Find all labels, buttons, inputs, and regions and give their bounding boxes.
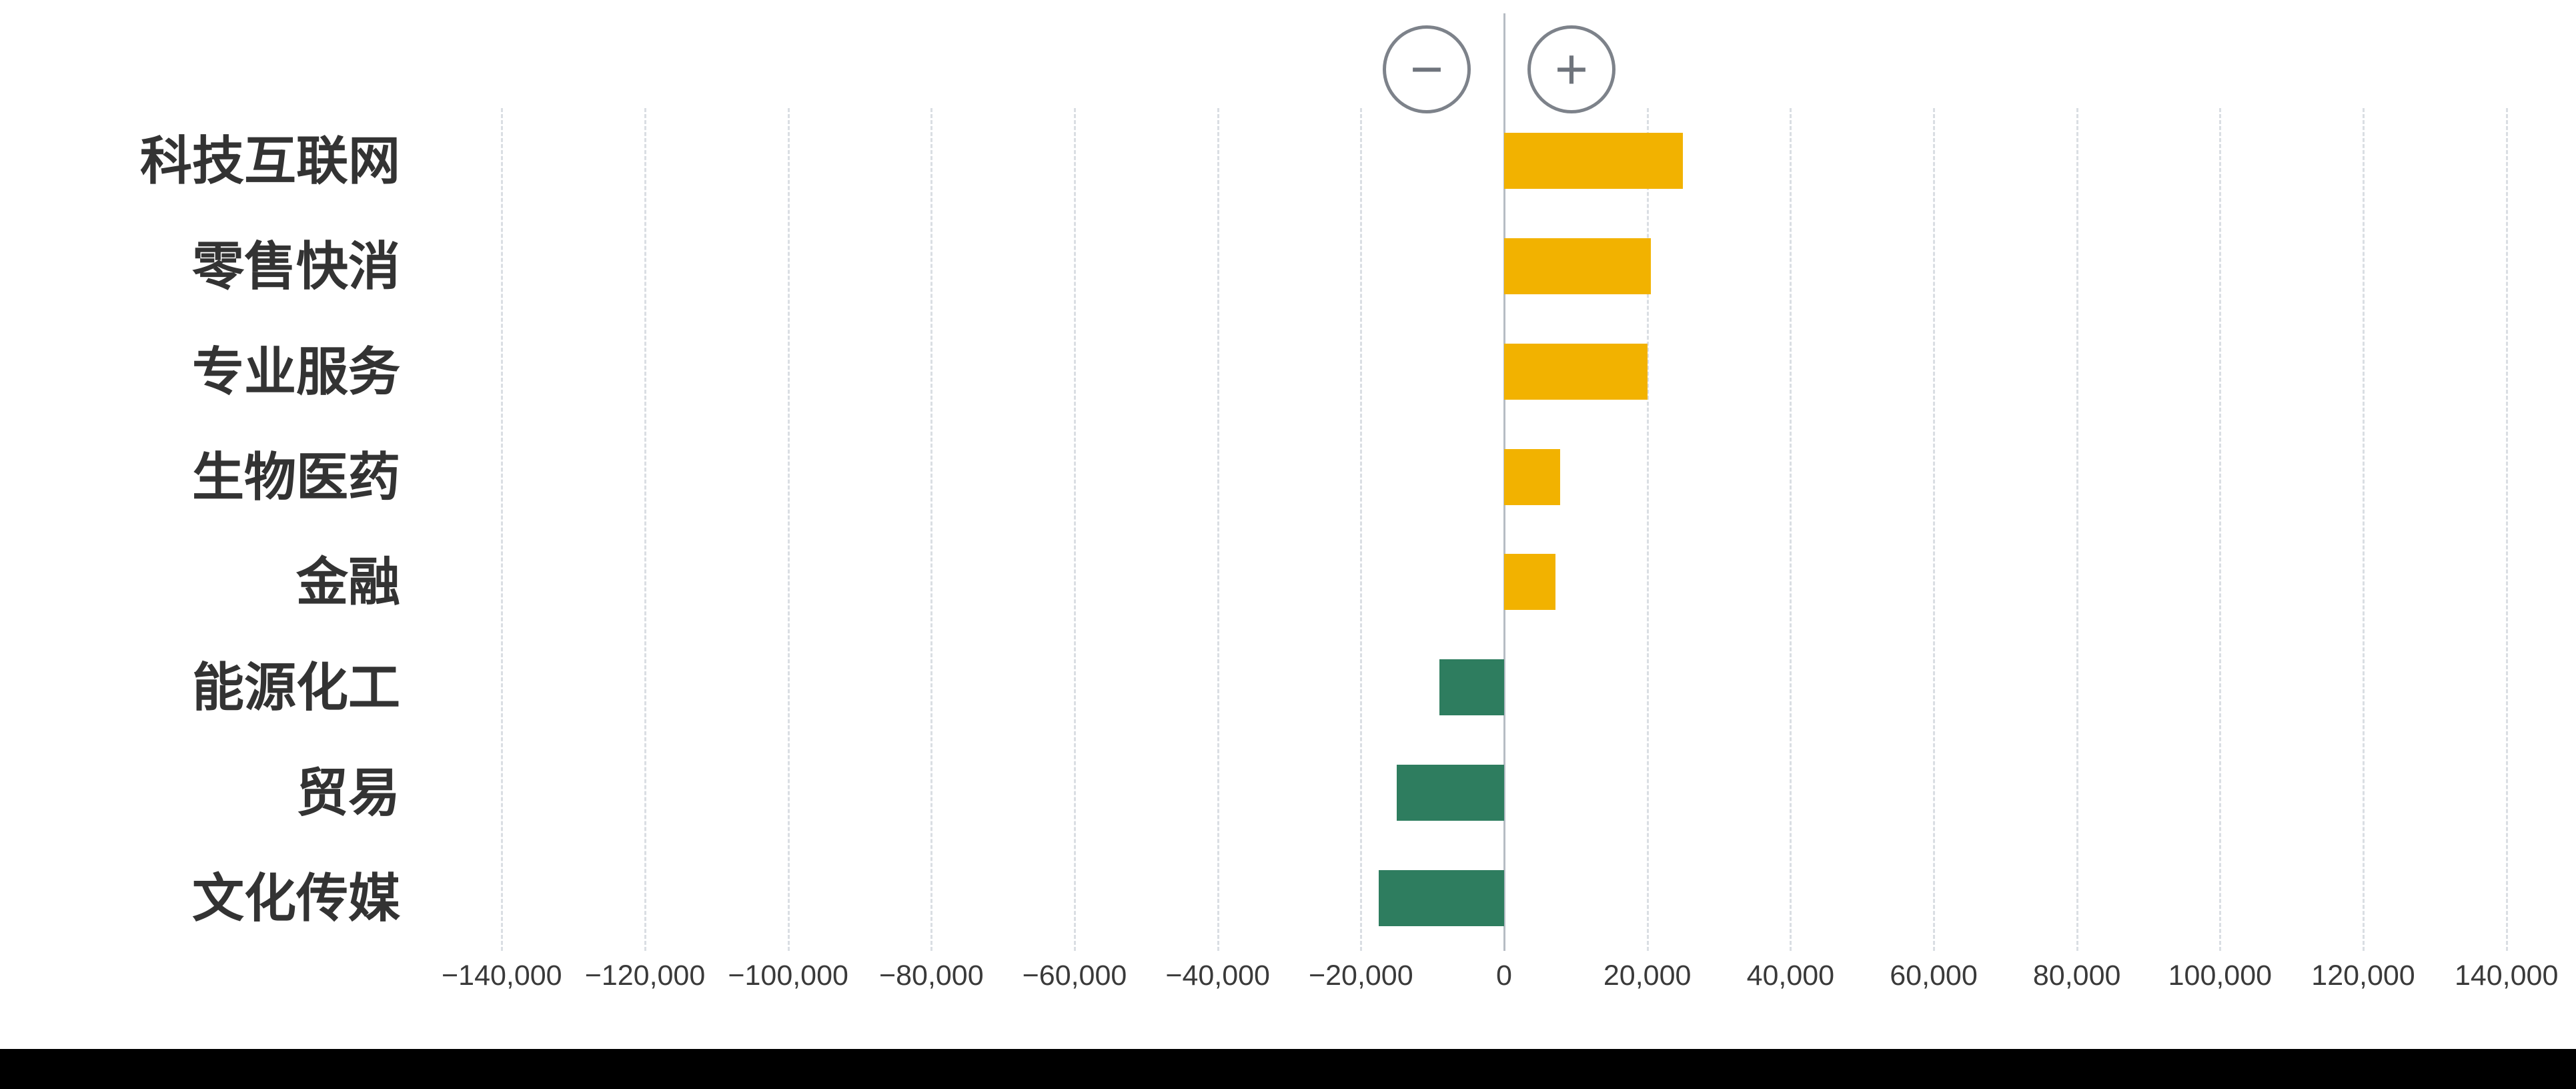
gridline xyxy=(2076,108,2078,951)
axis-tick-label: −60,000 xyxy=(1022,960,1127,992)
gridline xyxy=(501,108,504,951)
gridline xyxy=(2363,108,2365,951)
gridline xyxy=(644,108,646,951)
bar[interactable] xyxy=(1504,343,1648,400)
bar[interactable] xyxy=(1504,238,1652,294)
bar[interactable] xyxy=(1504,448,1560,505)
bar[interactable] xyxy=(1504,132,1684,189)
bar[interactable] xyxy=(1397,765,1504,821)
gridline xyxy=(2219,108,2222,951)
bar[interactable] xyxy=(1379,870,1504,927)
gridline xyxy=(1217,108,1219,951)
category-label: 专业服务 xyxy=(191,342,400,401)
bar[interactable] xyxy=(1504,554,1556,611)
category-label: 文化传媒 xyxy=(191,869,400,928)
gridline xyxy=(1790,108,1792,951)
axis-tick-label: −120,000 xyxy=(584,960,706,992)
category-label: 贸易 xyxy=(295,763,400,823)
category-label: 零售快消 xyxy=(191,236,400,296)
axis-tick-label: 100,000 xyxy=(2168,960,2273,992)
category-label: 科技互联网 xyxy=(139,131,400,190)
gridline xyxy=(1360,108,1363,951)
axis-tick-label: −100,000 xyxy=(728,960,848,992)
category-label: 能源化工 xyxy=(191,658,400,717)
gridline xyxy=(1933,108,1935,951)
gridline xyxy=(787,108,790,951)
bar[interactable] xyxy=(1439,659,1504,716)
axis-tick-label: −140,000 xyxy=(442,960,562,992)
axis-tick-label: 120,000 xyxy=(2311,960,2415,992)
axis-tick-label: −40,000 xyxy=(1165,960,1270,992)
zoom-in-button[interactable]: + xyxy=(1527,25,1616,113)
axis-tick-label: 80,000 xyxy=(2032,960,2121,992)
category-label: 生物医药 xyxy=(191,447,400,506)
gridline xyxy=(1646,108,1649,951)
axis-tick-label: 20,000 xyxy=(1603,960,1692,992)
axis-tick-label: −80,000 xyxy=(879,960,984,992)
gridline xyxy=(1074,108,1076,951)
axis-tick-label: 0 xyxy=(1496,960,1512,992)
zoom-out-button[interactable]: − xyxy=(1383,25,1471,113)
category-label: 金融 xyxy=(295,553,400,612)
gridline xyxy=(2505,108,2508,951)
bottom-black-bar xyxy=(0,1049,2576,1089)
axis-tick-label: −20,000 xyxy=(1309,960,1413,992)
axis-tick-label: 60,000 xyxy=(1890,960,1978,992)
axis-tick-label: 40,000 xyxy=(1746,960,1835,992)
gridline xyxy=(930,108,933,951)
axis-tick-label: 140,000 xyxy=(2454,960,2559,992)
